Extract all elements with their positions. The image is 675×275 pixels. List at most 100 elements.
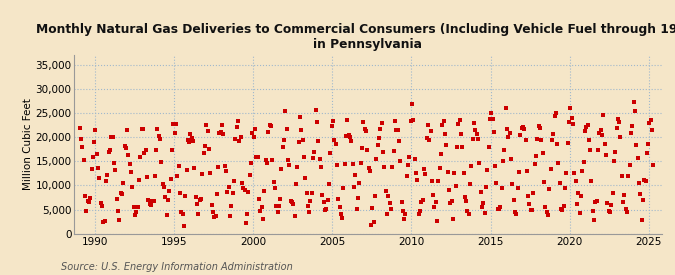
Point: [449, 171, 460, 175]
Point: [173, 164, 184, 168]
Point: [410, 170, 421, 175]
Point: [644, 120, 655, 125]
Point: [359, 127, 370, 131]
Point: [164, 189, 175, 193]
Point: [82, 199, 93, 203]
Point: [477, 205, 487, 210]
Point: [185, 132, 196, 137]
Point: [608, 158, 619, 163]
Point: [396, 200, 407, 204]
Point: [533, 124, 544, 129]
Point: [226, 204, 237, 208]
Point: [605, 210, 616, 214]
Point: [244, 173, 255, 178]
Point: [177, 211, 188, 216]
Point: [217, 123, 227, 127]
Point: [256, 205, 267, 210]
Point: [564, 120, 574, 124]
Point: [510, 210, 520, 214]
Point: [399, 216, 410, 221]
Point: [251, 155, 262, 160]
Point: [302, 204, 313, 208]
Point: [138, 127, 148, 131]
Point: [106, 135, 117, 139]
Point: [550, 111, 561, 115]
Point: [252, 155, 263, 160]
Point: [417, 197, 428, 202]
Point: [80, 194, 90, 198]
Point: [557, 208, 568, 212]
Point: [194, 198, 205, 202]
Point: [630, 109, 641, 113]
Point: [506, 157, 516, 161]
Point: [578, 160, 589, 164]
Point: [250, 127, 261, 131]
Point: [589, 218, 599, 222]
Point: [565, 105, 576, 110]
Point: [467, 136, 478, 141]
Point: [132, 205, 143, 209]
Point: [127, 185, 138, 190]
Point: [190, 195, 201, 199]
Point: [323, 182, 334, 186]
Point: [102, 173, 113, 178]
Point: [560, 186, 570, 190]
Point: [464, 182, 475, 186]
Point: [247, 131, 258, 135]
Point: [398, 209, 408, 213]
Point: [333, 197, 344, 201]
Point: [438, 119, 449, 123]
Point: [406, 102, 417, 106]
Point: [606, 203, 617, 208]
Point: [98, 220, 109, 224]
Point: [403, 163, 414, 167]
Point: [516, 125, 527, 130]
Point: [493, 207, 504, 211]
Point: [168, 122, 179, 127]
Point: [322, 198, 333, 202]
Point: [101, 179, 111, 183]
Point: [543, 212, 554, 217]
Point: [94, 176, 105, 180]
Point: [201, 123, 212, 127]
Point: [81, 209, 92, 213]
Point: [352, 196, 363, 200]
Point: [258, 217, 269, 221]
Point: [230, 137, 241, 141]
Point: [165, 177, 176, 181]
Point: [582, 123, 593, 127]
Point: [482, 168, 493, 172]
Point: [202, 129, 213, 133]
Point: [310, 108, 321, 112]
Point: [152, 127, 163, 131]
Point: [358, 120, 369, 124]
Point: [215, 130, 226, 134]
Point: [211, 192, 222, 196]
Point: [454, 118, 465, 122]
Point: [223, 185, 234, 189]
Point: [519, 127, 530, 131]
Point: [156, 160, 167, 165]
Point: [292, 165, 302, 170]
Point: [518, 125, 529, 130]
Point: [627, 123, 638, 128]
Point: [471, 131, 482, 136]
Point: [222, 190, 233, 194]
Point: [541, 210, 552, 214]
Point: [268, 180, 279, 185]
Point: [392, 128, 403, 132]
Point: [385, 207, 396, 211]
Point: [149, 174, 160, 178]
Point: [514, 170, 524, 174]
Point: [618, 200, 628, 205]
Point: [414, 208, 425, 213]
Point: [472, 137, 483, 141]
Point: [263, 130, 273, 134]
Point: [603, 209, 614, 213]
Point: [284, 163, 295, 167]
Point: [496, 186, 507, 190]
Point: [553, 160, 564, 165]
Point: [384, 200, 395, 205]
Point: [130, 213, 140, 218]
Point: [380, 189, 391, 193]
